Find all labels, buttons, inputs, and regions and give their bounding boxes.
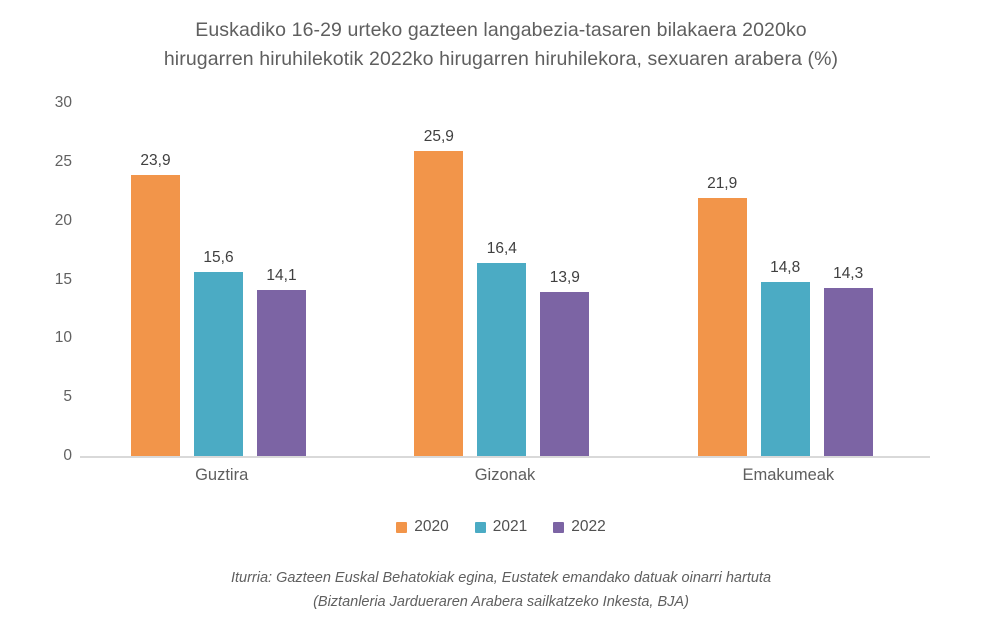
bar-slot: 23,9 bbox=[131, 103, 180, 456]
bar-value-label: 23,9 bbox=[140, 151, 171, 169]
bar-value-label: 16,4 bbox=[486, 240, 517, 258]
category-label-gizonak: Gizonak bbox=[474, 466, 536, 484]
y-axis-tick-label: 30 bbox=[54, 94, 72, 111]
category-label-guztira: Guztira bbox=[195, 466, 249, 484]
bar-group-bars: 23,9 15,6 14,1 bbox=[80, 103, 363, 456]
bar-value-label: 21,9 bbox=[707, 175, 738, 193]
bar-group: 23,9 15,6 14,1 bbox=[80, 103, 363, 456]
bar-value-label: 14,8 bbox=[770, 258, 801, 276]
category-axis-labels: Guztira Gizonak Emakumeak bbox=[80, 466, 930, 485]
chart-title: Euskadiko 16-29 urteko gazteen langabezi… bbox=[60, 16, 942, 74]
legend-swatch-icon bbox=[396, 521, 408, 533]
bar-value-label: 14,3 bbox=[833, 264, 864, 282]
bar-groups: 23,9 15,6 14,1 25,9 16,4 13,9 21,9 14,8 14,3 bbox=[80, 103, 930, 456]
bar-group-bars: 21,9 14,8 14,3 bbox=[647, 103, 930, 456]
bar-group-bars: 25,9 16,4 13,9 bbox=[363, 103, 646, 456]
bar-2021-guztira[interactable] bbox=[194, 272, 243, 456]
y-axis-tick-label: 20 bbox=[54, 211, 72, 229]
bar-slot: 25,9 bbox=[414, 103, 464, 456]
footnote-line-2: (Biztanleria Jardueraren Arabera sailkat… bbox=[313, 594, 689, 610]
bar-slot: 21,9 bbox=[697, 103, 747, 456]
category-label-emakumeak: Emakumeak bbox=[742, 466, 835, 484]
y-axis-tick-label: 25 bbox=[54, 152, 72, 170]
chart-title-line-2: hirugarren hiruhilekotik 2022ko hirugarr… bbox=[163, 48, 839, 70]
x-axis-baseline bbox=[80, 456, 930, 458]
bar-2020-gizonak[interactable] bbox=[414, 151, 464, 456]
source-footnote: Iturria: Gazteen Euskal Behatokiak egina… bbox=[60, 566, 942, 614]
y-axis-tick-label: 10 bbox=[54, 329, 72, 347]
bar-2021-emakumeak[interactable] bbox=[760, 281, 810, 456]
bar-group: 21,9 14,8 14,3 bbox=[647, 103, 930, 456]
bar-slot: 14,3 bbox=[823, 103, 873, 456]
y-axis-tick-label: 15 bbox=[54, 270, 72, 288]
chart-title-line-1: Euskadiko 16-29 urteko gazteen langabezi… bbox=[195, 19, 807, 41]
bar-value-label: 25,9 bbox=[423, 128, 454, 146]
bar-slot: 14,8 bbox=[760, 103, 810, 456]
legend-swatch-icon bbox=[553, 521, 565, 533]
bar-slot: 16,4 bbox=[477, 103, 527, 456]
bar-2021-gizonak[interactable] bbox=[477, 263, 527, 456]
bar-slot: 15,6 bbox=[194, 103, 243, 456]
bar-2020-emakumeak[interactable] bbox=[697, 198, 747, 456]
bar-2022-gizonak[interactable] bbox=[540, 292, 590, 456]
bar-value-label: 14,1 bbox=[266, 267, 297, 285]
legend-swatch-icon bbox=[474, 521, 486, 533]
y-axis-tick-label: 5 bbox=[63, 388, 72, 406]
legend-label: 2021 bbox=[492, 518, 528, 535]
y-axis: 0 5 10 15 20 25 30 bbox=[0, 94, 72, 464]
chart-legend: 2020 2021 2022 bbox=[0, 518, 1002, 536]
y-axis-tick-label: 0 bbox=[63, 447, 72, 464]
footnote-line-1: Iturria: Gazteen Euskal Behatokiak egina… bbox=[230, 570, 772, 586]
bar-slot: 13,9 bbox=[540, 103, 590, 456]
bar-slot: 14,1 bbox=[257, 103, 306, 456]
bar-value-label: 15,6 bbox=[203, 249, 234, 267]
legend-item-2022[interactable]: 2022 bbox=[553, 518, 606, 536]
legend-label: 2020 bbox=[414, 518, 449, 535]
legend-label: 2022 bbox=[571, 518, 606, 535]
bar-2020-guztira[interactable] bbox=[131, 174, 180, 456]
legend-item-2021[interactable]: 2021 bbox=[474, 518, 528, 536]
bar-2022-guztira[interactable] bbox=[257, 290, 306, 456]
legend-item-2020[interactable]: 2020 bbox=[396, 518, 449, 536]
bar-group: 25,9 16,4 13,9 bbox=[363, 103, 646, 456]
bar-2022-emakumeak[interactable] bbox=[823, 287, 873, 456]
bar-value-label: 13,9 bbox=[549, 269, 580, 287]
